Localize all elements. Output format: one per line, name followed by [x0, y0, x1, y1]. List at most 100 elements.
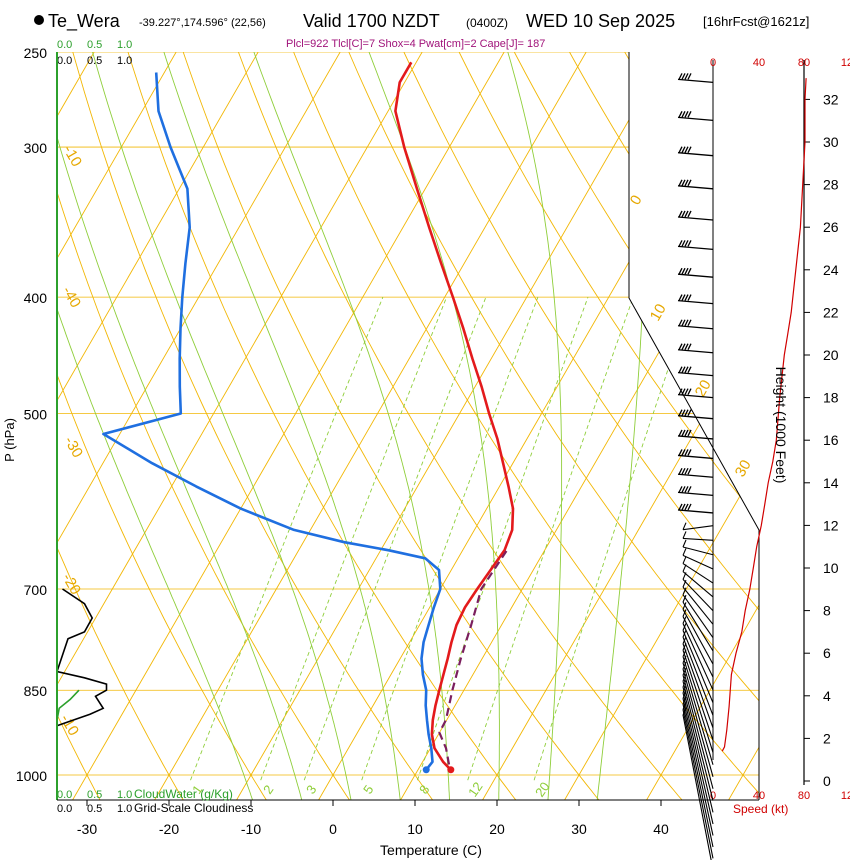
wind-barb	[678, 211, 713, 220]
height-tick-label: 12	[823, 517, 839, 533]
isotherm-line	[564, 31, 850, 801]
x-tick-label: 10	[407, 821, 423, 837]
stability-indices: Plcl=922 Tlcl[C]=7 Shox=4 Pwat[cm]=2 Cap…	[286, 38, 545, 50]
cloudiness-label: Grid-Scale Cloudiness	[134, 801, 253, 815]
height-tick-label: 16	[823, 432, 839, 448]
y-tick-label: 850	[24, 683, 48, 699]
isotherm-label: -20	[59, 571, 85, 598]
dry-adiabat	[558, 31, 850, 801]
y-tick-label: 300	[24, 140, 48, 156]
height-tick-label: 24	[823, 262, 839, 278]
dry-adiabat	[231, 31, 683, 801]
isotherm-label: 30	[732, 457, 755, 480]
surface-temperature-marker	[447, 766, 454, 773]
isotherm-line	[0, 31, 24, 801]
wind-barb	[678, 268, 713, 277]
wind-barb	[683, 531, 713, 540]
wind-barb	[678, 147, 713, 156]
wind-barb	[678, 468, 713, 477]
surface-dewpoint-marker	[423, 766, 430, 773]
wind-barb	[678, 320, 713, 329]
isotherm-line	[0, 31, 106, 801]
y-tick-label: 400	[24, 290, 48, 306]
height-tick-label: 4	[823, 688, 831, 704]
temperature-profile-line	[395, 62, 513, 770]
cloudwater-tick-bottom: 1.0	[117, 789, 132, 801]
station-coords: -39.227°,174.596° (22,56)	[139, 17, 266, 29]
isotherm-line	[318, 31, 762, 801]
wind-speed-tick-top: 80	[798, 57, 810, 69]
moist-adiabat	[502, 31, 562, 801]
wind-speed-tick-top: 120	[841, 57, 850, 69]
isotherm-label: 0	[627, 192, 646, 208]
y-tick-label: 1000	[16, 768, 47, 784]
wind-barb	[678, 410, 713, 419]
dry-adiabat	[176, 31, 599, 801]
cloudwater-tick-top: 0.0	[57, 39, 72, 51]
x-tick-label: 30	[571, 821, 587, 837]
cloudwater-tick-bottom: 0.0	[57, 789, 72, 801]
cloudwater-label: CloudWater (g/Kg)	[134, 787, 233, 801]
wind-barb	[678, 367, 713, 376]
dewpoint-profile-line	[103, 73, 440, 770]
mixing-ratio-label: 8	[416, 782, 432, 797]
height-tick-label: 2	[823, 730, 831, 746]
cloudiness-line	[57, 589, 107, 726]
mixing-ratio-line	[191, 297, 383, 780]
wind-barb	[678, 111, 713, 120]
isotherm-label: -30	[61, 434, 87, 461]
wind-speed-tick-top: 40	[753, 57, 765, 69]
cloudwater-tick-top: 1.0	[117, 39, 132, 51]
isotherm-label: -10	[60, 143, 86, 170]
dry-adiabat	[0, 31, 100, 801]
cloudwater-tick-top: 0.5	[87, 39, 102, 51]
moist-adiabat	[87, 31, 352, 801]
height-tick-label: 30	[823, 134, 839, 150]
wind-speed-tick-top: 0	[710, 57, 716, 69]
wind-speed-profile	[722, 78, 806, 751]
wind-barb	[678, 504, 713, 513]
height-tick-label: 20	[823, 347, 839, 363]
isotherm-label: -40	[59, 284, 85, 311]
mixing-ratio-label: 5	[360, 782, 376, 797]
moist-adiabat	[157, 31, 400, 801]
y-axis-title: P (hPa)	[2, 418, 17, 462]
x-tick-label: -20	[159, 821, 179, 837]
height-tick-label: 22	[823, 304, 839, 320]
parcel-profile-line	[439, 550, 507, 764]
wind-barb	[678, 295, 713, 304]
moist-adiabat	[361, 31, 500, 801]
cloudiness-tick-top: 0.5	[87, 55, 102, 67]
height-tick-label: 18	[823, 390, 839, 406]
height-tick-label: 32	[823, 91, 839, 107]
x-tick-label: 0	[329, 821, 337, 837]
mixing-ratio-label: 3	[303, 782, 319, 797]
cloudiness-tick-bottom: 0.0	[57, 803, 72, 815]
wind-barb	[683, 557, 713, 584]
wind-barb	[678, 240, 713, 249]
height-tick-label: 8	[823, 603, 831, 619]
x-axis-title: Temperature (C)	[380, 842, 482, 858]
dry-adiabat	[13, 31, 350, 801]
wind-speed-title: Speed (kt)	[733, 802, 788, 816]
dry-adiabat	[122, 31, 516, 801]
x-tick-label: 40	[653, 821, 669, 837]
dry-adiabat	[285, 31, 765, 801]
moist-adiabat	[597, 31, 646, 801]
wind-panel: 0246810121416182022242628303200404080801…	[678, 57, 850, 860]
x-tick-label: -30	[77, 821, 97, 837]
valid-date: WED 10 Sep 2025	[526, 11, 675, 31]
station-name: Te_Wera	[48, 11, 121, 32]
wind-speed-tick-bottom: 120	[841, 790, 850, 802]
isotherm-line	[236, 31, 680, 801]
cloudwater-tick-bottom: 0.5	[87, 789, 102, 801]
wind-barb	[678, 344, 713, 353]
height-tick-label: 28	[823, 177, 839, 193]
height-tick-label: 26	[823, 219, 839, 235]
height-tick-label: 0	[823, 773, 831, 789]
height-tick-label: 10	[823, 560, 839, 576]
forecast-label: [16hrFcst@1621z]	[703, 14, 809, 29]
